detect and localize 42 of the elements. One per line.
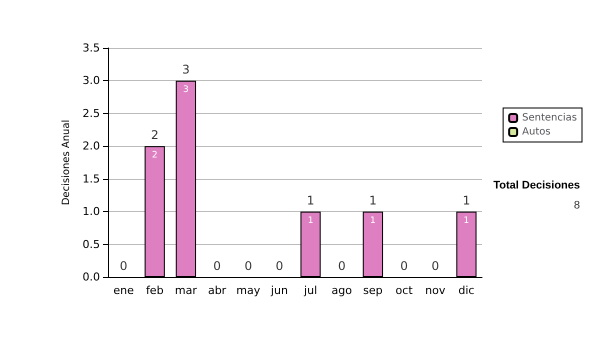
y-tick-label: 3.0 [82,74,100,88]
x-tick-label: abr [208,284,227,297]
total-label: 0 [431,259,440,273]
y-tick-label: 3.5 [82,42,100,54]
x-tick-label: mar [174,284,198,297]
y-axis-title: Decisiones Anual [61,120,72,206]
total-label: 3 [182,62,190,77]
total-label: 0 [244,259,252,273]
y-tick-label: 0.5 [82,238,100,251]
data-label: 1 [464,216,470,226]
x-tick-label: sep [363,284,383,297]
total-label: 1 [462,194,470,208]
total-label: 1 [306,194,314,208]
y-tick-label: 0.0 [82,270,100,284]
text: Total Decisiones [493,180,580,192]
x-tick-label: feb [146,284,164,297]
x-tick-label: jun [270,284,288,297]
total-label: 0 [400,259,408,273]
text: 8 [574,200,580,212]
x-tick-label: dic [458,284,474,297]
total-label: 0 [120,259,128,273]
total-label: 0 [213,259,221,273]
data-label: 2 [152,150,158,161]
y-tick-label: 1.5 [82,172,100,186]
data-label: 3 [183,85,189,96]
x-tick-label: nov [425,284,446,297]
total-label: 0 [276,259,284,273]
x-tick-label: ago [332,284,352,297]
data-label: 1 [308,216,314,226]
legend-label: Sentencias [522,112,578,124]
y-tick-label: 1.0 [82,205,100,218]
legend-label: Autos [522,126,551,138]
x-tick-label: ene [113,284,134,297]
x-tick-label: jul [303,284,318,297]
data-label: 1 [370,216,376,226]
total-label: 2 [150,128,159,142]
total-label: 0 [338,259,346,273]
x-tick-label: may [236,284,261,297]
x-tick-label: oct [396,284,414,297]
total-label: 1 [369,194,377,208]
y-tick-label: 2.5 [82,106,100,120]
y-tick-label: 2.0 [82,140,100,153]
